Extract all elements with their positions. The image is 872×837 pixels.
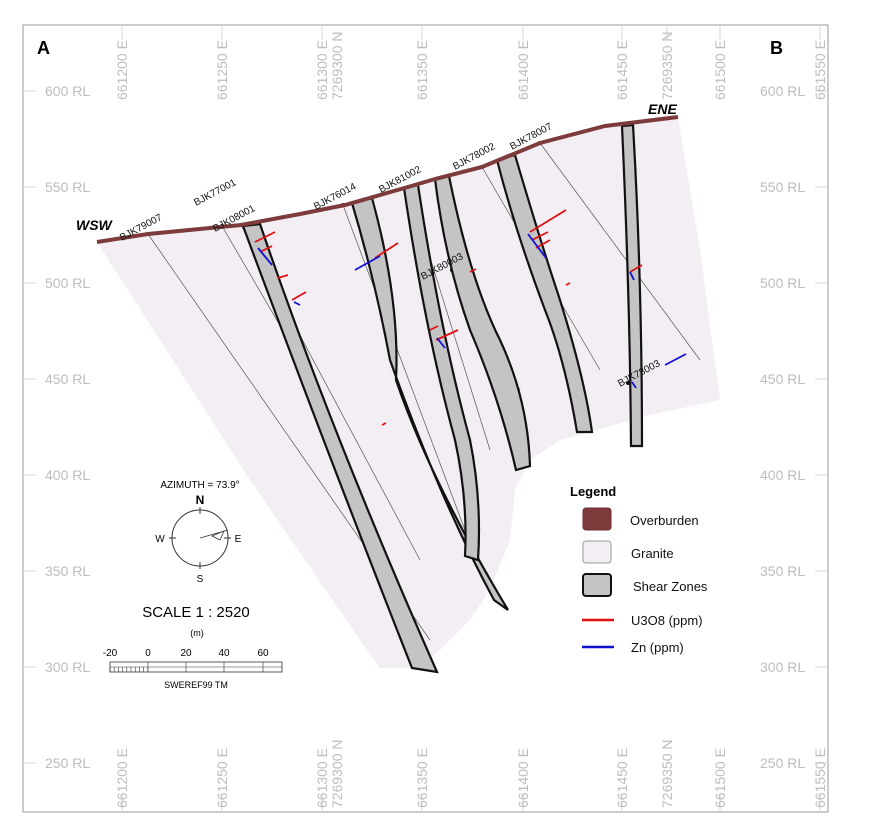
drillhole-trace <box>539 142 701 361</box>
legend-label: Granite <box>631 546 674 561</box>
easting-label: 661450 E <box>614 40 630 100</box>
level-label: 250 RL <box>45 755 90 771</box>
level-label: 550 RL <box>760 179 805 195</box>
granite-swatch <box>582 540 612 564</box>
level-label: 450 RL <box>45 371 90 387</box>
ene-label: ENE <box>648 101 677 117</box>
scale-tick-label: 60 <box>257 648 269 659</box>
shear-zone <box>433 174 532 472</box>
shear-zone-swatch <box>582 573 612 597</box>
northing-label: 7269350 N <box>659 31 675 100</box>
shear-zone <box>241 222 439 674</box>
scale-bar: SCALE 1 : 2520 (m) -20 0 20 40 60 SWEREF… <box>103 604 283 690</box>
easting-label: 661200 E <box>114 40 130 100</box>
north-arrow-compass: AZIMUTH = 73.9° N S W E <box>155 480 241 585</box>
easting-label: 661450 E <box>614 748 630 808</box>
easting-label: 661250 E <box>214 40 230 100</box>
azimuth-label: AZIMUTH = 73.9° <box>160 480 239 491</box>
level-label: 350 RL <box>760 563 805 579</box>
datum-label: SWEREF99 TM <box>164 680 228 690</box>
easting-label: 661350 E <box>414 40 430 100</box>
section-end-label: B <box>770 38 783 58</box>
overburden-surface <box>96 115 679 244</box>
scale-unit: (m) <box>190 628 204 638</box>
easting-label: 661200 E <box>114 748 130 808</box>
level-label: 600 RL <box>45 83 90 99</box>
legend-label: U3O8 (ppm) <box>631 613 703 628</box>
level-label: 450 RL <box>760 371 805 387</box>
compass-n: N <box>196 493 205 507</box>
level-label: 350 RL <box>45 563 90 579</box>
legend-label: Overburden <box>630 513 699 528</box>
level-label: 400 RL <box>45 467 90 483</box>
scale-tick-label: 40 <box>218 648 230 659</box>
easting-label: 661300 E <box>314 40 330 100</box>
drillhole-trace <box>342 204 481 571</box>
drillhole-collar-icon <box>626 381 630 385</box>
easting-label: 661250 E <box>214 748 230 808</box>
overburden-swatch <box>582 507 612 531</box>
level-label: 550 RL <box>45 179 90 195</box>
level-label: 400 RL <box>760 467 805 483</box>
legend-title: Legend <box>570 484 616 499</box>
wsw-label: WSW <box>76 217 114 233</box>
assay-ticks <box>254 209 687 426</box>
easting-label: 661400 E <box>515 40 531 100</box>
level-label: 500 RL <box>45 275 90 291</box>
azimuth-arrow-icon <box>199 529 229 541</box>
northing-label: 7269350 N <box>659 739 675 808</box>
scale-tick-label: -20 <box>103 648 118 659</box>
shear-zone <box>350 196 509 611</box>
scale-tick-label: 20 <box>180 648 192 659</box>
easting-label: 661500 E <box>712 748 728 808</box>
level-label: 500 RL <box>760 275 805 291</box>
legend-label: Shear Zones <box>633 579 708 594</box>
easting-label: 661550 E <box>812 40 828 100</box>
compass-s: S <box>197 574 204 585</box>
grid-lines <box>23 25 828 812</box>
level-label: 250 RL <box>760 755 805 771</box>
level-label: 600 RL <box>760 83 805 99</box>
easting-label: 661300 E <box>314 748 330 808</box>
level-label: 300 RL <box>45 659 90 675</box>
scale-tick-label: 0 <box>145 648 151 659</box>
scale-text: SCALE 1 : 2520 <box>142 604 250 621</box>
shear-zone <box>402 183 481 562</box>
grid-labels: 661200 E 661200 E 661250 E 661250 E 661300 E… <box>45 31 828 808</box>
level-label: 300 RL <box>760 659 805 675</box>
easting-label: 661350 E <box>414 748 430 808</box>
northing-label: 7269300 N <box>329 739 345 808</box>
legend: Legend Overburden Granite Shear Zones U3… <box>570 484 708 655</box>
section-start-label: A <box>37 38 50 58</box>
shear-zone <box>495 153 594 434</box>
compass-e: E <box>235 534 242 545</box>
easting-label: 661400 E <box>515 748 531 808</box>
easting-label: 661500 E <box>712 40 728 100</box>
easting-label: 661550 E <box>812 748 828 808</box>
legend-label: Zn (ppm) <box>631 640 684 655</box>
northing-label: 7269300 N <box>329 31 345 100</box>
compass-w: W <box>155 534 165 545</box>
shear-zone <box>620 123 644 448</box>
